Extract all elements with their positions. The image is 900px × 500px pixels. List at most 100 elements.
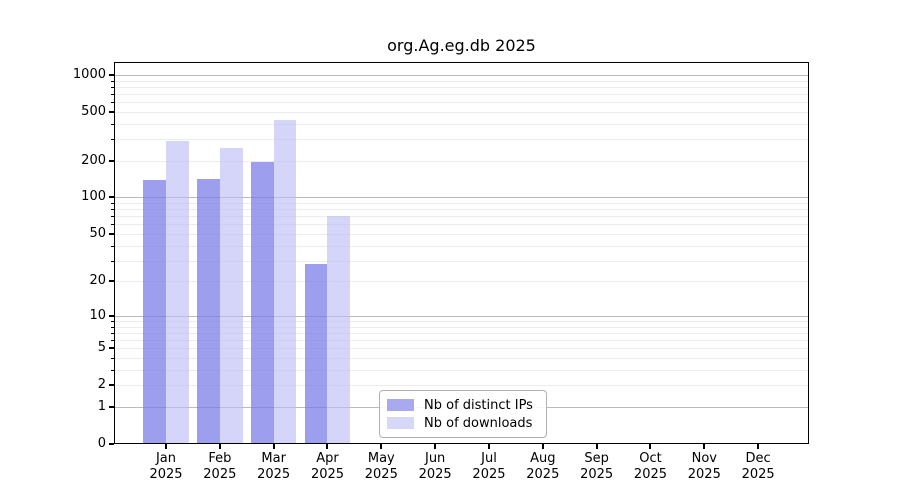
- y-minor-tick-mark: [111, 139, 114, 141]
- x-tick-year-label: 2025: [472, 467, 506, 482]
- y-tick-mark: [109, 280, 114, 283]
- minor-gridline: [114, 160, 809, 162]
- bar-downloads: [219, 148, 243, 444]
- x-tick-mark: [380, 444, 383, 449]
- y-minor-tick-mark: [111, 123, 114, 125]
- x-tick-month-label: May: [367, 451, 395, 466]
- y-tick-mark: [109, 110, 114, 113]
- x-tick-year-label: 2025: [310, 467, 345, 482]
- y-minor-tick-mark: [111, 326, 114, 328]
- x-tick-mark: [703, 444, 706, 449]
- x-tick-month-label: Jul: [481, 451, 497, 466]
- y-tick-label: 100: [81, 189, 106, 205]
- minor-gridline: [114, 233, 809, 235]
- x-tick-year-label: 2025: [741, 467, 775, 482]
- bar-distinct-ips: [197, 178, 220, 444]
- minor-gridline: [114, 93, 809, 95]
- major-gridline: [114, 315, 809, 317]
- y-minor-tick-mark: [111, 224, 114, 226]
- minor-gridline: [114, 86, 809, 88]
- y-minor-tick-mark: [111, 358, 114, 360]
- minor-gridline: [114, 139, 809, 141]
- legend-swatch-distinct-ips: [387, 399, 414, 411]
- minor-gridline: [114, 245, 809, 247]
- y-minor-tick-mark: [111, 102, 114, 104]
- x-tick-year-label: 2025: [257, 467, 291, 482]
- x-tick-month-label: Mar: [261, 451, 286, 466]
- y-tick-mark: [109, 384, 114, 387]
- y-tick-label: 500: [81, 103, 106, 119]
- minor-gridline: [114, 80, 809, 82]
- minor-gridline: [114, 321, 809, 322]
- minor-gridline: [114, 216, 809, 218]
- legend-row-distinct-ips: Nb of distinct IPs: [387, 396, 540, 414]
- y-minor-tick-mark: [111, 93, 114, 95]
- x-tick-mark: [649, 444, 652, 449]
- x-tick-year-label: 2025: [203, 467, 237, 482]
- bar-downloads: [273, 119, 297, 444]
- bar-distinct-ips: [143, 179, 166, 444]
- x-tick-month-label: Apr: [316, 451, 339, 466]
- y-minor-tick-mark: [111, 245, 114, 247]
- y-tick-label: 50: [89, 225, 106, 241]
- minor-gridline: [114, 260, 809, 262]
- x-tick-month-label: Sep: [584, 451, 609, 466]
- minor-gridline: [114, 369, 809, 371]
- legend-label-distinct-ips: Nb of distinct IPs: [424, 397, 533, 413]
- y-tick-label: 5: [97, 340, 106, 356]
- minor-gridline: [114, 111, 809, 113]
- x-tick-month-label: Jun: [424, 451, 446, 466]
- y-minor-tick-mark: [111, 203, 114, 205]
- y-tick-label: 0: [97, 436, 106, 451]
- minor-gridline: [114, 102, 809, 104]
- x-tick-year-label: 2025: [633, 467, 668, 482]
- x-tick-month-label: Feb: [208, 451, 232, 466]
- y-tick-mark: [109, 159, 114, 162]
- y-tick-mark: [109, 196, 114, 199]
- y-tick-label: 200: [81, 152, 106, 168]
- legend-row-downloads: Nb of downloads: [387, 414, 540, 432]
- y-minor-tick-mark: [111, 209, 114, 211]
- x-tick-month-label: Jan: [155, 451, 177, 466]
- minor-gridline: [114, 348, 809, 350]
- minor-gridline: [114, 326, 809, 328]
- minor-gridline: [114, 332, 809, 334]
- x-tick-mark: [541, 444, 544, 449]
- y-tick-label: 2: [97, 377, 106, 393]
- y-tick-mark: [109, 405, 114, 408]
- minor-gridline: [114, 209, 809, 211]
- y-minor-tick-mark: [111, 80, 114, 82]
- x-tick-month-label: Nov: [691, 451, 717, 466]
- bar-downloads: [327, 215, 351, 444]
- x-tick-mark: [326, 444, 329, 449]
- x-tick-year-label: 2025: [580, 467, 614, 482]
- legend-swatch-downloads: [387, 417, 414, 429]
- minor-gridline: [114, 385, 809, 387]
- y-minor-tick-mark: [111, 216, 114, 218]
- minor-gridline: [114, 281, 809, 283]
- x-tick-mark: [272, 444, 275, 449]
- minor-gridline: [114, 224, 809, 226]
- x-tick-mark: [218, 444, 221, 449]
- y-tick-mark: [109, 314, 114, 317]
- y-tick-label: 1000: [72, 66, 106, 82]
- y-tick-mark: [109, 347, 114, 350]
- bar-distinct-ips: [250, 162, 274, 444]
- y-tick-label: 10: [89, 307, 106, 323]
- major-gridline: [114, 197, 809, 199]
- y-minor-tick-mark: [111, 340, 114, 342]
- x-tick-mark: [487, 444, 490, 449]
- chart-title: org.Ag.eg.db 2025: [387, 36, 536, 55]
- legend-label-downloads: Nb of downloads: [424, 415, 533, 431]
- y-minor-tick-mark: [111, 332, 114, 334]
- y-tick-mark: [109, 73, 114, 76]
- y-minor-tick-mark: [111, 369, 114, 371]
- bar-downloads: [166, 140, 189, 444]
- y-minor-tick-mark: [111, 321, 114, 322]
- bar-distinct-ips: [304, 264, 328, 444]
- x-tick-year-label: 2025: [687, 467, 721, 482]
- legend: Nb of distinct IPs Nb of downloads: [379, 390, 547, 438]
- x-tick-mark: [165, 444, 167, 449]
- y-tick-label: 1: [97, 398, 106, 414]
